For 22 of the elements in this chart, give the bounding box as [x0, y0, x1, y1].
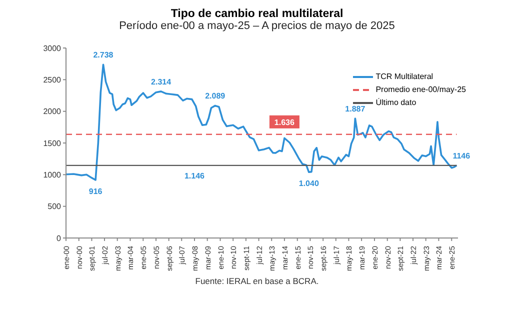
data-label: 2.738: [93, 50, 114, 60]
y-tick-label: 2000: [43, 107, 62, 116]
y-tick-label: 500: [48, 202, 62, 212]
annotation: 1.636: [274, 118, 295, 127]
data-label: 1146: [452, 151, 471, 160]
chart-title: Tipo de cambio real multilateral: [170, 8, 344, 20]
legend-label: TCR Multilateral: [376, 71, 434, 83]
data-label: 2.314: [151, 77, 172, 86]
y-tick-label: 1500: [43, 138, 62, 148]
y-tick-label: 1000: [43, 170, 62, 180]
data-label: 916: [88, 186, 103, 196]
legend-label: Promedio ene-00/may-25: [376, 84, 466, 96]
data-label: 1.040: [298, 179, 320, 188]
y-tick-label: 0: [56, 234, 62, 243]
annotation: 1.146: [184, 171, 206, 180]
data-label: 2.089: [205, 92, 226, 101]
chart-subtitle: Período ene-00 a mayo-25 – A precios de mayo de 2025: [118, 20, 396, 32]
source-note: Fuente: IERAL en base a BCRA.: [194, 276, 320, 286]
data-label: 1.887: [345, 104, 366, 114]
legend-label: Último dato: [376, 97, 416, 109]
y-tick-label: 2500: [43, 76, 62, 85]
y-tick-label: 3000: [43, 44, 62, 53]
